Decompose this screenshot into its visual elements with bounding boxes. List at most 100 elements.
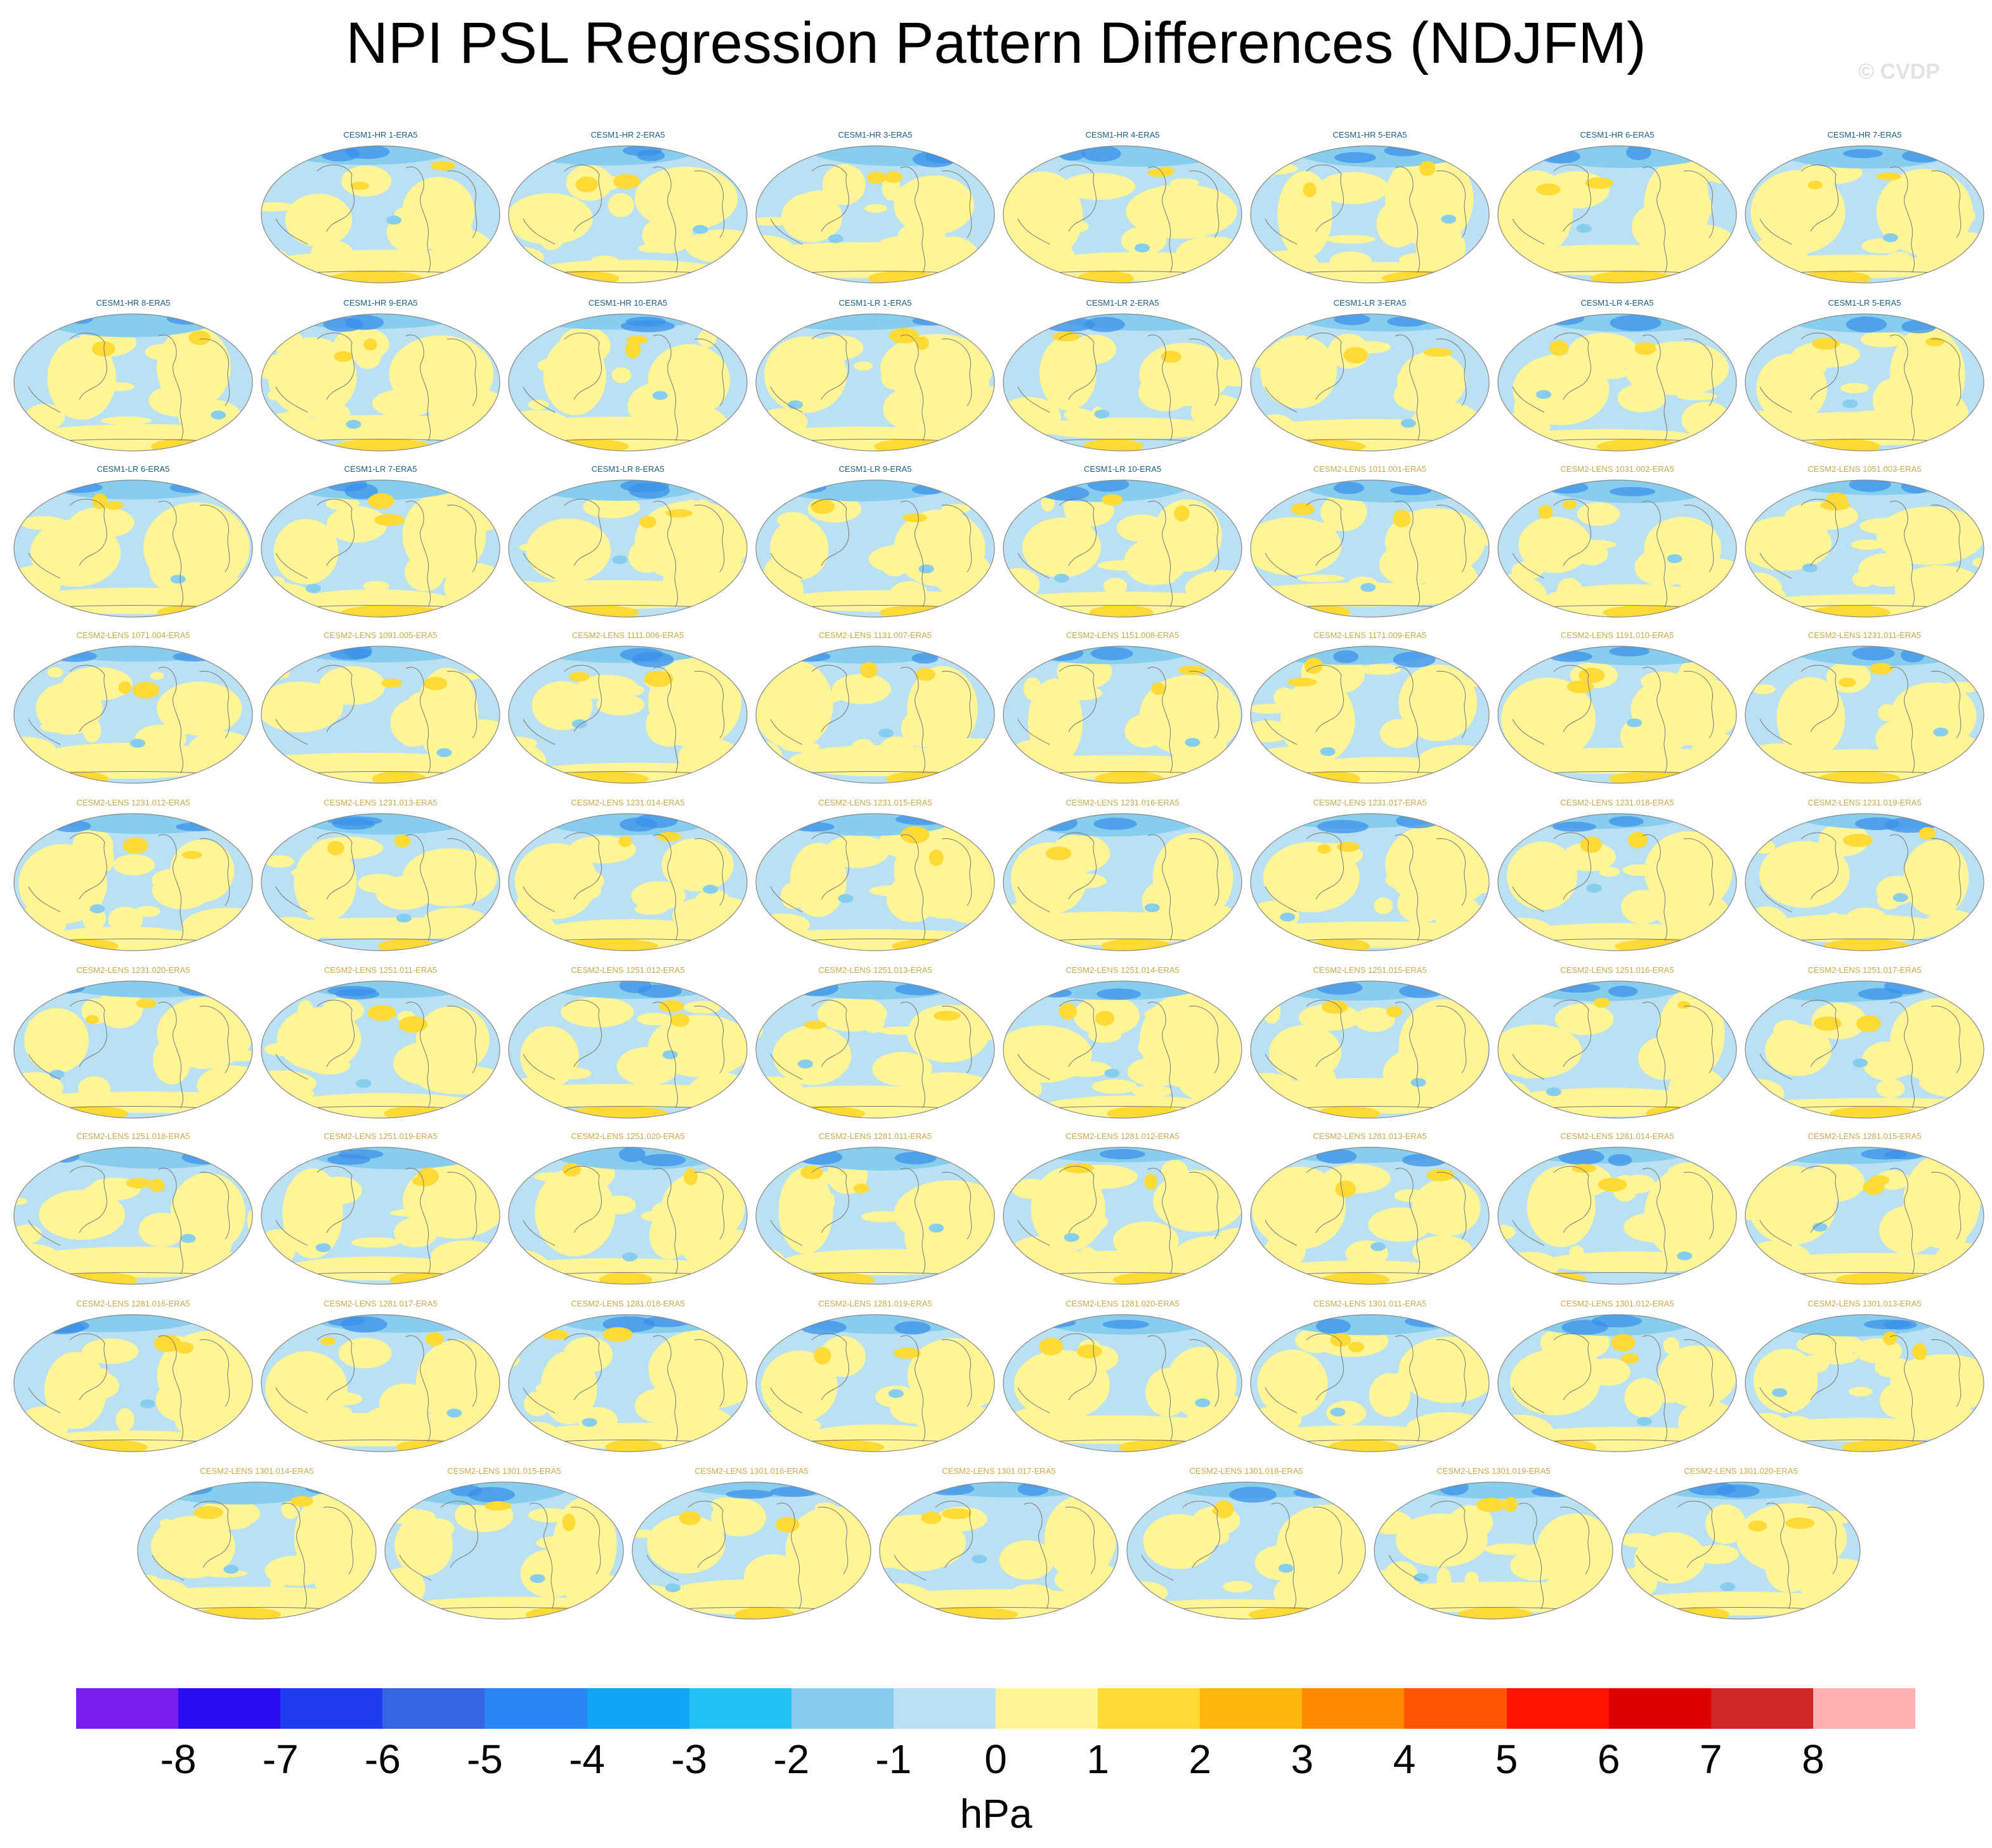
page-title: NPI PSL Regression Pattern Differences (…: [346, 11, 1646, 75]
panel-label: CESM2-LENS 1231.019-ERA5: [1807, 798, 1922, 807]
panel-label: CESM2-LENS 1231.018-ERA5: [1560, 798, 1674, 807]
panel-label: CESM1-LR 1-ERA5: [838, 298, 912, 308]
map-panel: CESM2-LENS 1231.012-ERA5: [10, 798, 257, 955]
colorbar-box: [178, 1688, 281, 1729]
panel-label: CESM1-HR 1-ERA5: [343, 130, 418, 140]
panel-label: CESM2-LENS 1251.020-ERA5: [571, 1131, 685, 1141]
map-plot: [755, 1314, 995, 1452]
panel-label: CESM2-LENS 1301.015-ERA5: [447, 1466, 561, 1476]
panel-label: CESM1-HR 4-ERA5: [1085, 130, 1160, 140]
map-plot: [13, 479, 253, 618]
map-panel: CESM1-LR 4-ERA5: [1494, 298, 1741, 455]
panel-label: CESM1-LR 4-ERA5: [1580, 298, 1654, 308]
map-panel: CESM1-HR 8-ERA5: [10, 298, 257, 455]
map-panel: CESM2-LENS 1301.014-ERA5: [133, 1466, 381, 1624]
panel-label: CESM2-LENS 1281.012-ERA5: [1065, 1131, 1180, 1141]
panel-label: CESM2-LENS 1111.006-ERA5: [571, 630, 684, 640]
panel-label: CESM2-LENS 1091.005-ERA5: [323, 630, 438, 640]
map-panel: CESM2-LENS 1281.012-ERA5: [999, 1131, 1246, 1289]
map-panel: CESM2-LENS 1111.006-ERA5: [504, 630, 752, 788]
panel-label: CESM2-LENS 1301.018-ERA5: [1189, 1466, 1303, 1476]
colorbar-tick-label: -7: [262, 1736, 299, 1782]
map-panel: CESM2-LENS 1251.014-ERA5: [999, 965, 1246, 1122]
map-panel: CESM2-LENS 1231.011-ERA5: [1741, 630, 1988, 788]
colorbar-tick-label: -4: [569, 1736, 605, 1782]
map-panel: CESM2-LENS 1301.020-ERA5: [1617, 1466, 1865, 1624]
map-panel: CESM2-LENS 1281.018-ERA5: [504, 1299, 752, 1456]
map-plot: [1250, 980, 1490, 1119]
map-plot: [1250, 479, 1490, 618]
panel-label: CESM2-LENS 1231.015-ERA5: [818, 798, 932, 807]
map-plot: [384, 1481, 624, 1620]
panel-label: CESM2-LENS 1131.007-ERA5: [818, 630, 932, 640]
map-panel: CESM2-LENS 1301.012-ERA5: [1494, 1299, 1741, 1456]
colorbar: -8 -7 -6 -5 -4 -3 -2 -1 0 1 2 3 4 5 6 7 8 hPa: [0, 1684, 1992, 1848]
map-plot: [1250, 145, 1490, 283]
map-plot: [1497, 1147, 1737, 1285]
map-plot: [1250, 1147, 1490, 1285]
map-panel: CESM1-LR 5-ERA5: [1741, 298, 1988, 455]
panel-label: CESM2-LENS 1251.016-ERA5: [1560, 965, 1674, 975]
map-plot: [1745, 313, 1984, 452]
map-plot: [632, 1481, 871, 1620]
map-panel: CESM2-LENS 1231.019-ERA5: [1741, 798, 1988, 955]
map-plot: [261, 813, 500, 951]
colorbar-box: [485, 1688, 588, 1729]
map-plot: [13, 980, 253, 1119]
map-plot: [755, 145, 995, 283]
map-panel: CESM2-LENS 1301.013-ERA5: [1741, 1299, 1988, 1456]
map-plot: [1003, 980, 1242, 1119]
map-plot: [1003, 1314, 1242, 1452]
map-plot: [1250, 313, 1490, 452]
map-panel: CESM2-LENS 1251.012-ERA5: [504, 965, 752, 1122]
map-panel: CESM1-LR 7-ERA5: [257, 464, 504, 621]
panel-label: CESM1-LR 3-ERA5: [1333, 298, 1407, 308]
panel-label: CESM2-LENS 1251.019-ERA5: [323, 1131, 438, 1141]
map-plot: [261, 145, 500, 283]
colorbar-box: [76, 1688, 179, 1729]
map-panel: CESM2-LENS 1251.020-ERA5: [504, 1131, 752, 1289]
map-panel: CESM2-LENS 1011.001-ERA5: [1246, 464, 1494, 621]
map-panel: CESM2-LENS 1051.003-ERA5: [1741, 464, 1988, 621]
map-plot: [508, 479, 748, 618]
panel-label: CESM2-LENS 1051.003-ERA5: [1807, 464, 1922, 474]
panel-label: CESM2-LENS 1071.004-ERA5: [76, 630, 190, 640]
map-panel: CESM2-LENS 1231.018-ERA5: [1494, 798, 1741, 955]
map-plot: [755, 813, 995, 951]
colorbar-tick-label: -2: [773, 1736, 810, 1782]
map-panel: CESM1-LR 6-ERA5: [10, 464, 257, 621]
map-panel: CESM2-LENS 1231.017-ERA5: [1246, 798, 1494, 955]
panel-label: CESM2-LENS 1301.014-ERA5: [200, 1466, 314, 1476]
map-plot: [1250, 646, 1490, 784]
map-panel: CESM1-LR 2-ERA5: [999, 298, 1246, 455]
map-panel: CESM1-HR 4-ERA5: [999, 130, 1246, 287]
map-panel: CESM2-LENS 1231.013-ERA5: [257, 798, 504, 955]
map-panel: CESM2-LENS 1131.007-ERA5: [752, 630, 999, 788]
map-panel: CESM2-LENS 1251.017-ERA5: [1741, 965, 1988, 1122]
map-plot: [755, 313, 995, 452]
map-plot: [508, 646, 748, 784]
panel-label: CESM2-LENS 1281.019-ERA5: [818, 1299, 932, 1308]
map-plot: [508, 1147, 748, 1285]
map-plot: [508, 313, 748, 452]
panel-label: CESM2-LENS 1251.012-ERA5: [571, 965, 685, 975]
panel-label: CESM1-LR 7-ERA5: [344, 464, 417, 474]
panel-label: CESM2-LENS 1301.013-ERA5: [1807, 1299, 1922, 1308]
map-panel: CESM1-LR 10-ERA5: [999, 464, 1246, 621]
map-plot: [1497, 980, 1737, 1119]
colorbar-tick-label: 3: [1291, 1736, 1314, 1782]
panel-label: CESM2-LENS 1281.016-ERA5: [76, 1299, 190, 1308]
map-plot: [1497, 313, 1737, 452]
colorbar-box: [382, 1688, 485, 1729]
map-plot: [879, 1481, 1119, 1620]
map-panel: CESM2-LENS 1191.010-ERA5: [1494, 630, 1741, 788]
map-panel: CESM1-HR 1-ERA5: [257, 130, 504, 287]
panel-label: CESM2-LENS 1301.016-ERA5: [694, 1466, 809, 1476]
panel-label: CESM2-LENS 1251.014-ERA5: [1065, 965, 1180, 975]
panel-label: CESM1-HR 5-ERA5: [1332, 130, 1407, 140]
map-panel: CESM2-LENS 1281.015-ERA5: [1741, 1131, 1988, 1289]
map-panel: CESM1-HR 9-ERA5: [257, 298, 504, 455]
map-plot: [508, 145, 748, 283]
map-panel: CESM2-LENS 1251.015-ERA5: [1246, 965, 1494, 1122]
map-panel: CESM2-LENS 1281.013-ERA5: [1246, 1131, 1494, 1289]
